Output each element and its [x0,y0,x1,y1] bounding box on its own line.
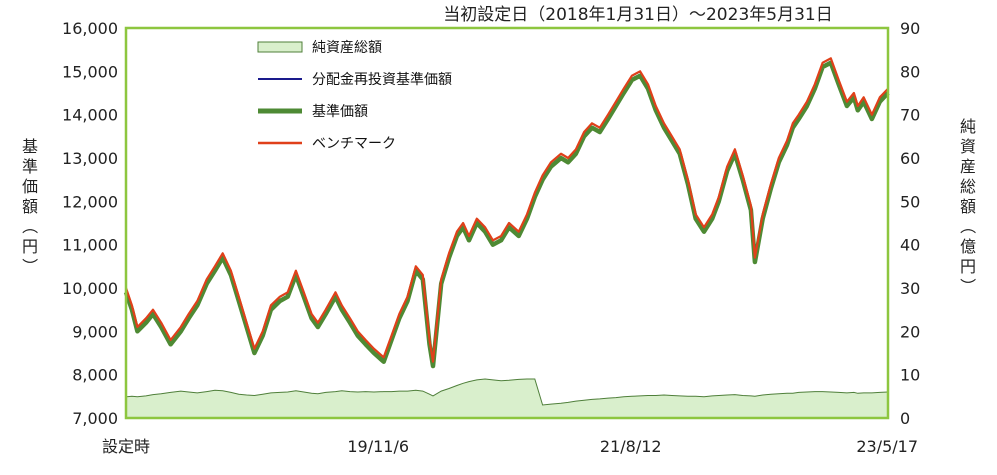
nav-line [123,60,890,369]
axis-label-char: ） [958,278,977,294]
right-axis-label: 純資産総額 （ 億円 ） [958,117,977,294]
legend: 純資産総額 分配金再投資基準価額 基準価額 ベンチマーク [257,40,452,152]
right-tick-label: 20 [900,322,920,341]
axis-label-char: 価 [22,177,38,196]
x-tick-label: 設定時 [102,437,150,456]
axis-label-char: 額 [960,197,976,216]
net-assets-area [126,379,888,418]
axis-label-char: 円 [960,257,976,276]
x-tick-label: 21/8/12 [600,437,662,456]
left-tick-label: 8,000 [72,366,118,385]
benchmark-line [124,57,889,363]
left-tick-label: 12,000 [62,192,118,211]
axis-label-char: 億 [960,237,976,256]
net-assets-line [125,378,889,406]
right-tick-label: 0 [900,409,910,428]
right-tick-label: 50 [900,192,920,211]
plot-area [123,26,890,420]
axis-label-char: 準 [22,157,38,176]
right-tick-label: 70 [900,106,920,125]
chart-title: 当初設定日（2018年1月31日）～2023年5月31日 [443,5,832,25]
axis-label-char: 資 [960,137,976,156]
axis-label-char: 総 [960,177,976,196]
right-tick-label: 80 [900,62,920,81]
left-tick-label: 14,000 [62,106,118,125]
right-tick-label: 90 [900,19,920,38]
left-tick-label: 15,000 [62,62,118,81]
axis-label-char: 純 [960,117,976,136]
legend-adjusted-nav-label: 分配金再投資基準価額 [312,71,452,88]
axis-label-char: ） [20,258,39,274]
left-tick-label: 10,000 [62,279,118,298]
axis-label-char: （ [20,218,39,234]
left-tick-label: 7,000 [72,409,118,428]
axis-label-char: 基 [22,137,38,156]
x-tick-label: 23/5/17 [856,437,918,456]
axis-label-char: 円 [22,237,38,256]
adjusted-nav-line [125,58,889,363]
right-tick-label: 60 [900,149,920,168]
plot-border [124,26,890,420]
axis-label-char: （ [958,218,977,234]
right-tick-label: 10 [900,366,920,385]
right-tick-label: 30 [900,279,920,298]
axis-label-char: 産 [960,157,976,176]
axis-label-char: 額 [22,197,38,216]
left-axis-ticks: 7,000 8,000 9,000 10,000 11,000 12,000 13,000 1… [62,19,118,428]
left-tick-label: 13,000 [62,149,118,168]
x-axis-ticks: 設定時 19/11/6 21/8/12 23/5/17 [102,437,918,456]
x-tick-label: 19/11/6 [347,437,409,456]
legend-benchmark-label: ベンチマーク [312,136,396,152]
left-tick-label: 9,000 [72,322,118,341]
left-axis-label: 基準価額 （ 円 ） [20,137,39,274]
legend-nav-label: 基準価額 [312,103,368,120]
legend-net-assets-label: 純資産総額 [312,40,382,56]
legend-net-assets-swatch [257,41,303,53]
left-tick-label: 11,000 [62,236,118,255]
right-tick-label: 40 [900,236,920,255]
right-axis-ticks: 0 10 20 30 40 50 60 70 80 90 [900,19,920,428]
left-tick-label: 16,000 [62,19,118,38]
